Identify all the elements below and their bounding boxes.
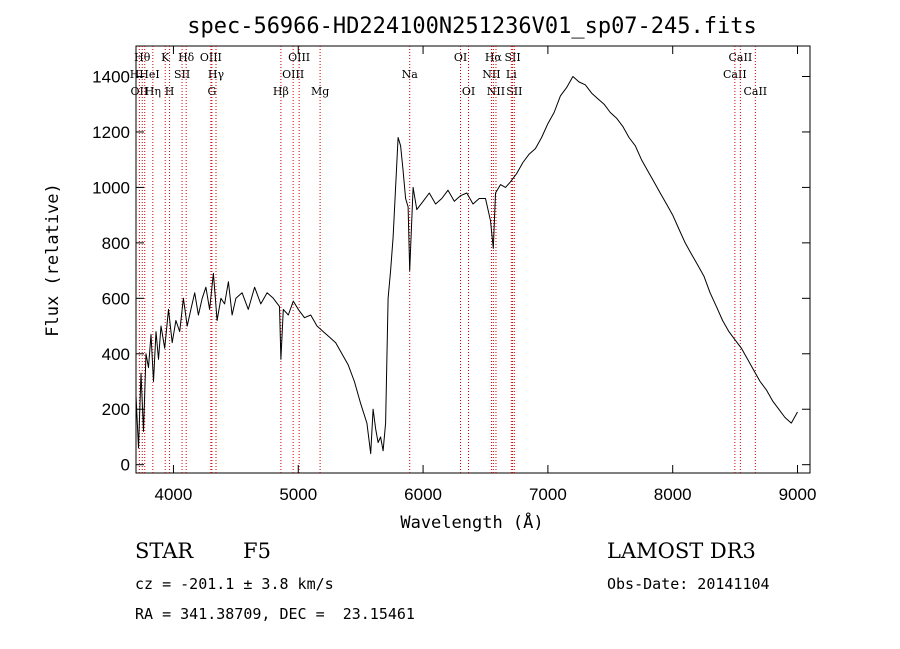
spectral-line-label: Li: [506, 68, 517, 81]
spectral-line-label: SII: [506, 85, 522, 98]
object-class: STAR: [135, 539, 194, 563]
x-tick-label: 9000: [779, 485, 817, 504]
spectral-line-label: HHeI: [130, 68, 160, 81]
x-axis-label: Wavelength (Å): [400, 511, 543, 533]
y-axis-label: Flux (relative): [43, 183, 63, 337]
y-tick-label: 1200: [92, 123, 130, 142]
spectral-line-label: OII: [131, 85, 149, 98]
spectral-line-label: CaII: [729, 51, 753, 64]
y-tick-label: 1000: [92, 178, 130, 197]
spectral-line-label: NII: [487, 85, 505, 98]
spectral-line-label: OI: [462, 85, 475, 98]
spectral-line-label: K: [161, 51, 170, 64]
spectral-line-label: OIII: [200, 51, 222, 64]
spectral-line-label: H: [165, 85, 175, 98]
observation-date: Obs-Date: 20141104: [607, 575, 770, 593]
y-tick-label: 600: [102, 289, 130, 308]
spectral-line-label: Mg: [311, 85, 329, 98]
x-tick-label: 8000: [654, 485, 692, 504]
flux-series: [135, 76, 798, 455]
spectral-line-label: Hγ: [208, 68, 225, 81]
y-tick-label: 200: [102, 400, 130, 419]
spectral-line-label: SII: [504, 51, 520, 64]
spectral-line-label: G: [207, 85, 216, 98]
x-tick-label: 5000: [279, 485, 317, 504]
spectral-line-label: NII: [482, 68, 500, 81]
spectral-line-label: Hδ: [178, 51, 195, 64]
spectral-line-label: CaII: [723, 68, 747, 81]
spectral-lines: OII Hθ HHeI Hη K H SII Hδ OIII Hγ G Hβ OIII OIII Mg Na O…: [130, 46, 767, 473]
y-tick-label: 400: [102, 345, 130, 364]
coordinates: RA = 341.38709, DEC = 23.15461: [135, 605, 415, 623]
x-tick-label: 7000: [529, 485, 567, 504]
spectral-line-label: SII: [174, 68, 190, 81]
y-tick-label: 0: [121, 456, 130, 475]
y-tick-label: 800: [102, 234, 130, 253]
chart-title: spec-56966-HD224100N251236V01_sp07-245.f…: [187, 14, 757, 39]
spectral-line-label: Na: [402, 68, 419, 81]
x-tick-label: 6000: [404, 485, 442, 504]
plot-frame: [135, 45, 811, 474]
flux-line-flux: [135, 76, 798, 455]
object-subclass: F5: [243, 539, 271, 563]
spectral-line-label: Hα: [485, 51, 503, 64]
spectral-line-label: CaII: [743, 85, 767, 98]
spectral-line-label: Hβ: [273, 85, 289, 98]
survey-name: LAMOST DR3: [607, 539, 756, 563]
axis-ticks: 4000 5000 6000 7000 8000 9000 0 200 400 600 800 100…: [92, 46, 816, 504]
spectral-line-label: Hη: [145, 85, 161, 98]
redshift-cz: cz = -201.1 ± 3.8 km/s: [135, 575, 334, 593]
spectral-line-label: Hθ: [134, 51, 151, 64]
x-tick-label: 4000: [155, 485, 193, 504]
spectrum-chart: spec-56966-HD224100N251236V01_sp07-245.f…: [43, 14, 816, 533]
spectral-line-label: OIII: [288, 51, 310, 64]
spectral-line-label: OIII: [282, 68, 304, 81]
y-tick-label: 1400: [92, 68, 130, 87]
spectral-line-label: OI: [454, 51, 467, 64]
